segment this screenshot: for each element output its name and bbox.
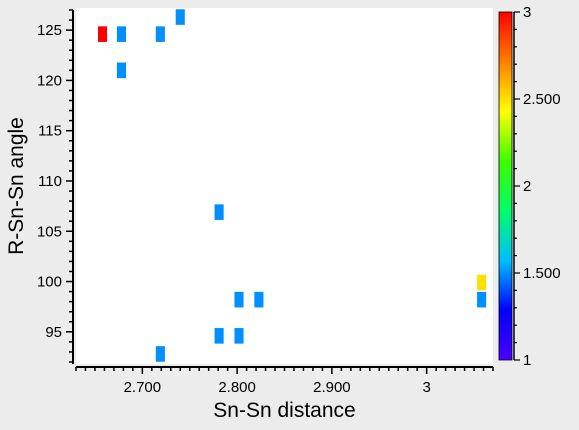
y-tick-label: 115 [38,123,62,140]
y-tick-label: 125 [37,22,62,39]
heatmap-bins [97,9,487,362]
y-tick-label: 95 [45,324,62,341]
x-tick-label: 2.900 [313,379,351,396]
y-tick-label: 100 [37,274,62,291]
x-axis: 2.700 2.800 2.900 3 [75,366,494,396]
colorbar-tick-label: 2.500 [523,91,561,108]
x-tick-label: 2.800 [218,379,256,396]
heatmap-bin [234,328,244,344]
heatmap-bin [214,204,224,220]
heatmap-bin [214,328,224,344]
y-tick-label: 120 [37,72,62,89]
x-tick-label: 2.700 [124,379,162,396]
x-tick-label: 3 [422,379,430,396]
heatmap-bin [155,26,165,42]
colorbar-tick-label: 2 [523,178,531,195]
y-tick-label: 110 [38,173,62,190]
heatmap-bin [254,291,264,308]
y-axis-title: R-Sn-Sn angle [5,117,28,255]
heatmap-bin [116,26,127,42]
plot-area [76,8,493,364]
heatmap-bin [155,346,165,362]
heatmap-bin [477,274,487,291]
x-axis-title: Sn-Sn distance [213,399,355,422]
colorbar-tick-label: 3 [523,4,531,21]
colorbar-tick-label: 1 [523,352,531,369]
heatmap-bin [477,291,487,308]
colorbar-axis: 1 1.500 2 2.500 3 [513,4,561,369]
heatmap-bin [175,9,185,25]
y-tick-label: 105 [37,223,62,240]
heatmap-bin [97,26,108,42]
y-axis: 95 100 105 110 115 120 125 [37,9,74,364]
colorbar [498,11,513,361]
heatmap-bin [234,291,244,308]
colorbar-tick-label: 1.500 [523,265,561,282]
heatmap-bin [116,62,127,79]
